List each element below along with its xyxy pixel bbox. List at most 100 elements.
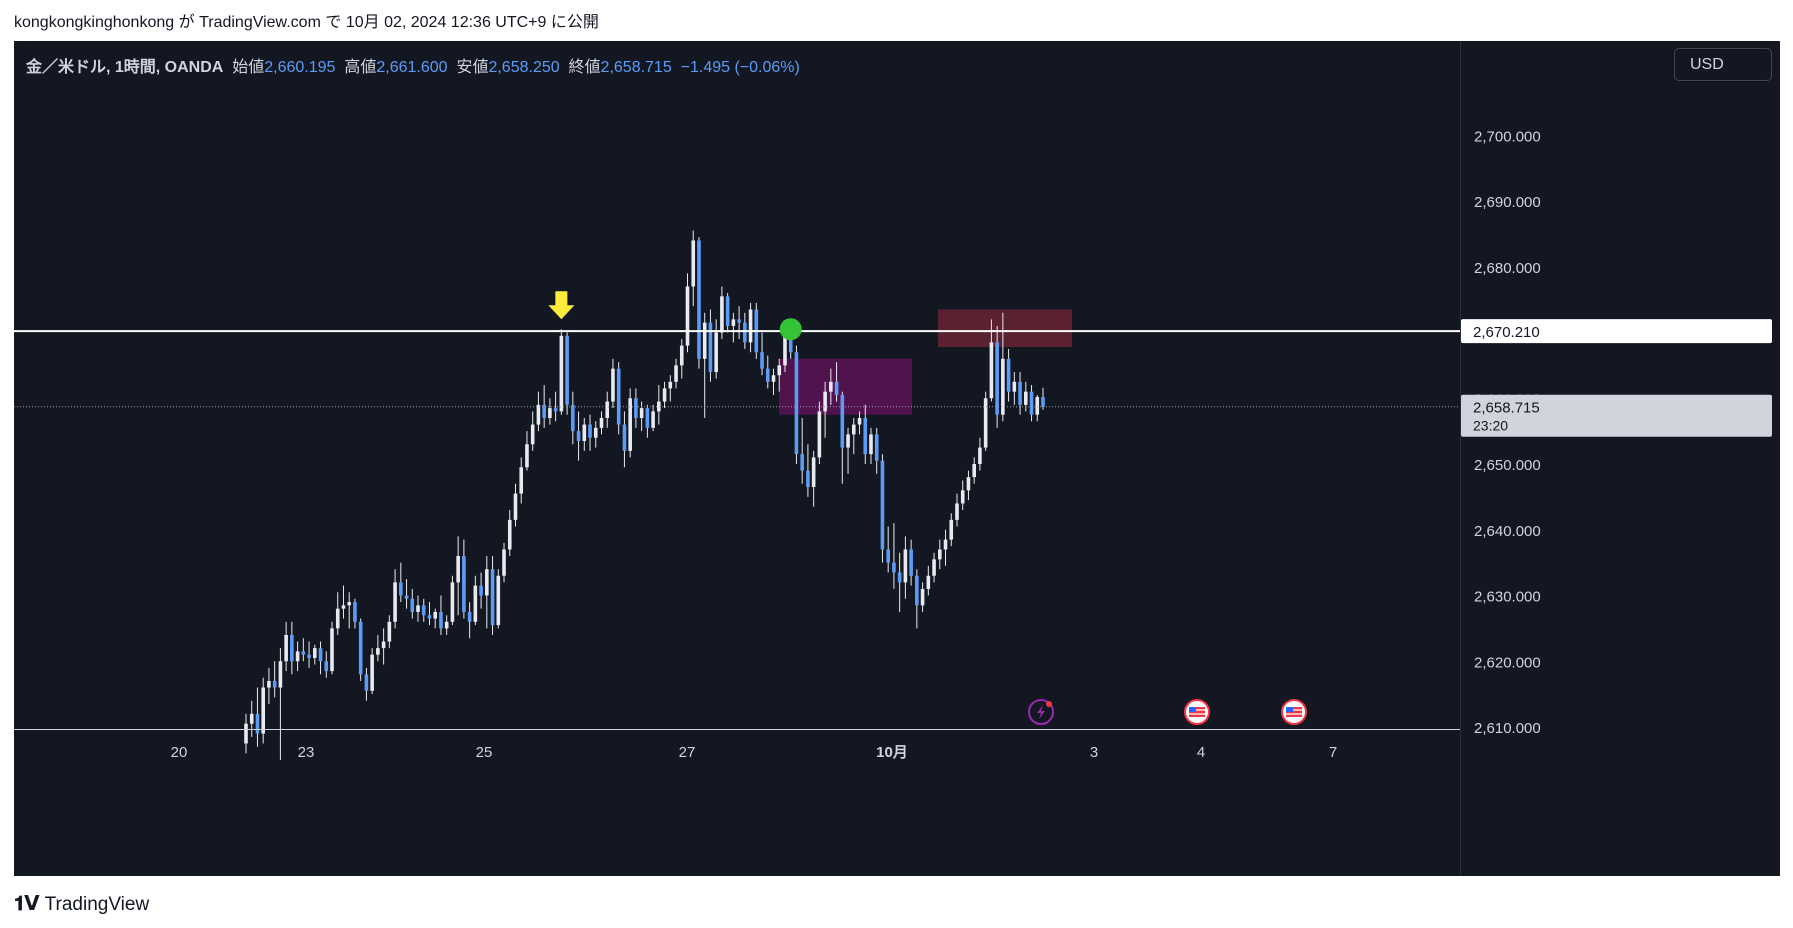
candle-body (267, 680, 271, 688)
candle-body (708, 322, 713, 372)
arrow-down-icon[interactable] (548, 291, 575, 320)
candle-body (335, 608, 340, 629)
candle-body (1001, 358, 1005, 415)
candle-body (720, 296, 724, 333)
candle-body (1006, 358, 1011, 392)
supply-zone[interactable] (938, 309, 1072, 347)
candle-body (800, 454, 804, 471)
price-tick-label: 2,700.000 (1474, 128, 1541, 145)
candle-body (892, 562, 896, 573)
demand-zone[interactable] (779, 358, 912, 415)
chart-area[interactable]: 2,610.000 2,620.000 2,630.000 2,640.000 2,65… (14, 41, 1780, 876)
author-name[interactable]: kongkongkinghonkong (14, 14, 175, 31)
candle-body (760, 352, 764, 369)
tradingview-logo[interactable]: 𝟏𝗩 TradingView (14, 891, 149, 916)
candle-body (416, 605, 420, 612)
candle-body (576, 431, 581, 441)
candle-body (616, 368, 621, 425)
candle-body (714, 332, 718, 372)
candle-body (674, 365, 678, 382)
candle-body (691, 240, 696, 287)
candle-body (473, 585, 478, 622)
candle-body (307, 654, 311, 658)
candle-body (874, 434, 879, 461)
candle-body (450, 582, 455, 622)
candle-body (834, 381, 839, 395)
close-label: 終値 (568, 59, 601, 76)
site-name[interactable]: TradingView.com (199, 14, 321, 31)
symbol-title[interactable]: 金／米ドル, 1時間, OANDA (26, 59, 224, 76)
axis-layer: 2,610.000 2,620.000 2,630.000 2,640.000 2,65… (14, 41, 1772, 876)
candle-body (846, 434, 850, 448)
time-tick-label: 4 (1197, 744, 1205, 761)
candle-body (605, 401, 610, 418)
candle-body (851, 424, 856, 435)
candle-body (725, 296, 730, 326)
candlestick-chart[interactable]: 2,610.000 2,620.000 2,630.000 2,640.000 2,65… (14, 41, 1780, 876)
candle-body (634, 398, 638, 418)
candle-body (880, 460, 885, 550)
circle-marker-icon[interactable] (779, 318, 802, 341)
time-tick-label: 27 (679, 744, 696, 761)
candle-body (657, 401, 661, 412)
time-tick-label: 10月 (876, 744, 908, 761)
candle-body (685, 286, 690, 346)
plot-background[interactable] (14, 41, 1460, 729)
candle-body (548, 408, 552, 418)
close-value: 2,658.715 (600, 59, 672, 76)
brand-name: TradingView (44, 894, 150, 915)
time-tick-label: 3 (1090, 744, 1098, 761)
level-price-tag[interactable] (1461, 319, 1772, 344)
candle-body (840, 394, 845, 448)
open-value: 2,660.195 (264, 59, 336, 76)
candle-body (611, 368, 615, 402)
candle-body (347, 602, 352, 606)
candle-body (255, 713, 260, 734)
header-ga: が (178, 14, 195, 31)
candle-body (261, 687, 266, 734)
us-flag-icon (1286, 707, 1302, 717)
high-label: 高値 (344, 59, 377, 76)
candle-body (731, 319, 736, 326)
us-flag-canton (1189, 707, 1196, 712)
candle-body (920, 588, 925, 606)
overlay-layer (14, 291, 1460, 725)
candle-body (290, 634, 294, 662)
candle-body (668, 381, 673, 389)
candle-body (651, 411, 655, 428)
candle-body (823, 391, 827, 412)
time-tick-label: 25 (476, 744, 493, 761)
candle-body (439, 611, 443, 629)
economic-event-icon[interactable] (1028, 699, 1054, 725)
candle-body (353, 602, 357, 622)
last-price-tag[interactable] (1461, 394, 1772, 437)
countdown-label: 23:20 (1473, 418, 1508, 434)
time-axis-background[interactable] (14, 729, 1460, 876)
candle-body (697, 240, 701, 359)
ohlc-legend: 金／米ドル, 1時間, OANDA 始値2,660.195 高値2,661.60… (26, 53, 800, 77)
candle-body (628, 398, 632, 451)
candle-body (869, 434, 873, 455)
us-event-icon-2[interactable] (1281, 699, 1307, 725)
candle-body (485, 569, 489, 596)
price-tick-label: 2,620.000 (1474, 654, 1541, 671)
candle-body (811, 457, 816, 488)
us-event-icon-1[interactable] (1184, 699, 1210, 725)
candle-body (530, 424, 535, 445)
candle-body (909, 549, 913, 576)
candle-body (381, 641, 386, 649)
time-tick-label: 7 (1329, 744, 1337, 761)
candle-body (1041, 396, 1045, 407)
candle-body (978, 447, 982, 464)
candle-body (513, 493, 518, 520)
candle-body (421, 605, 426, 616)
open-label: 始値 (232, 59, 265, 76)
time-tick-label: 23 (298, 744, 315, 761)
currency-button[interactable]: USD (1674, 48, 1772, 81)
candle-body (972, 464, 976, 478)
candle-body (1029, 391, 1034, 415)
candle-body (857, 417, 862, 425)
price-axis-background[interactable] (1460, 41, 1780, 876)
candle-body (915, 575, 919, 606)
price-tick-label: 2,690.000 (1474, 194, 1541, 211)
